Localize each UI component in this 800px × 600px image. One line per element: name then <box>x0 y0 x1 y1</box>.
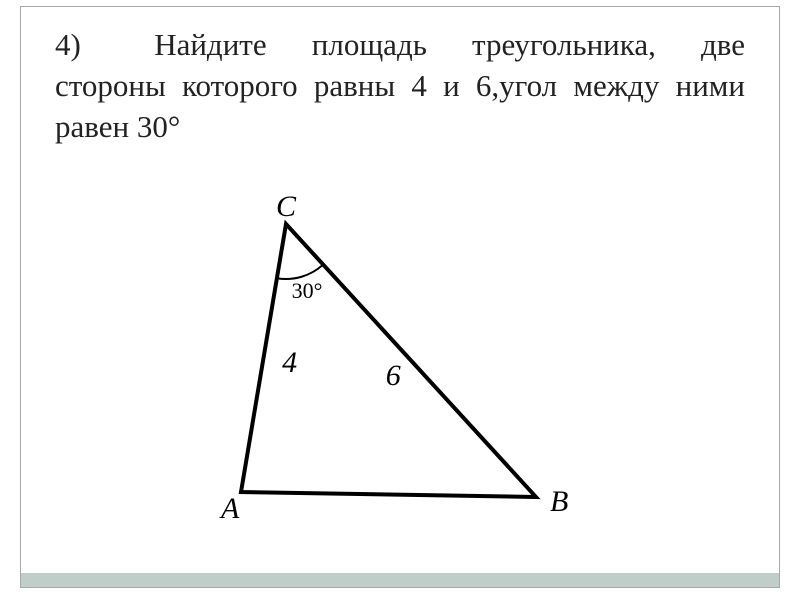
problem-number: 4) <box>55 25 154 66</box>
edge-label-ca: 4 <box>282 346 297 380</box>
triangle-svg <box>171 212 631 532</box>
slide: 4)Найдите площадь треугольника, две стор… <box>0 0 800 600</box>
footer-bar <box>21 573 779 587</box>
triangle-figure: C A B 4 6 30° <box>171 212 631 532</box>
problem-paragraph: 4)Найдите площадь треугольника, две стор… <box>55 25 745 148</box>
edge-label-cb: 6 <box>386 359 401 393</box>
vertex-label-c: C <box>276 190 296 224</box>
content-frame: 4)Найдите площадь треугольника, две стор… <box>20 6 780 588</box>
angle-label: 30° <box>292 278 323 304</box>
problem-text: 4)Найдите площадь треугольника, две стор… <box>21 7 779 158</box>
vertex-label-b: B <box>550 485 568 519</box>
vertex-label-a: A <box>221 492 239 526</box>
problem-body: Найдите площадь треугольника, две сторон… <box>55 27 745 144</box>
